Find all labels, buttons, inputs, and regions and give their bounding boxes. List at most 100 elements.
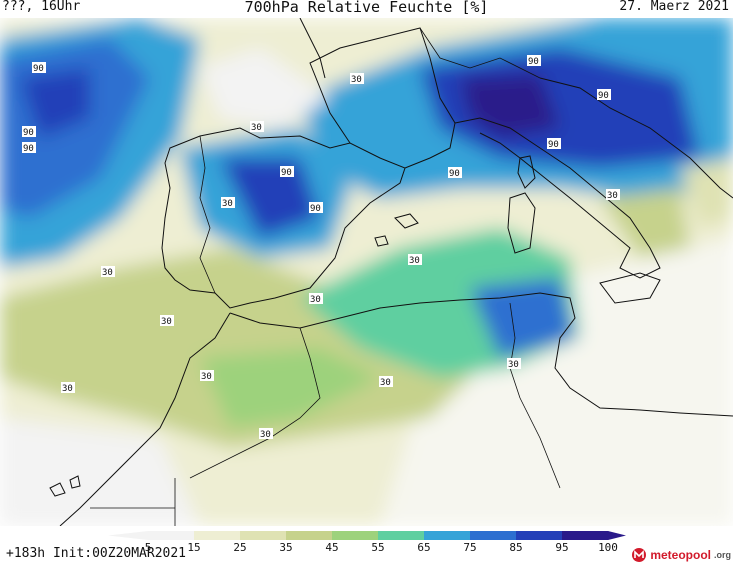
svg-text:30: 30	[380, 378, 391, 388]
contour-label: 30	[160, 315, 174, 327]
humidity-map: 90 90 90 30 30 90 90 90 90 90 90 30 30 3…	[0, 18, 733, 526]
logo-tld: .org	[714, 550, 731, 560]
svg-text:90: 90	[23, 144, 34, 154]
humidity-field	[0, 18, 733, 526]
contour-label: 90	[22, 126, 36, 138]
contour-label: 90	[280, 166, 294, 178]
coast-balearics	[374, 213, 419, 247]
svg-text:30: 30	[102, 268, 113, 278]
svg-text:90: 90	[598, 91, 609, 101]
contour-label: 30	[101, 266, 115, 278]
legend-color-box	[516, 531, 563, 540]
svg-text:30: 30	[260, 430, 271, 440]
coast-morocco	[59, 312, 231, 526]
border-europe	[419, 27, 541, 79]
svg-text:90: 90	[548, 140, 559, 150]
contour-label: 30	[507, 358, 521, 370]
border-algeria-libya	[519, 397, 561, 489]
contour-label: 90	[22, 142, 36, 154]
svg-text:30: 30	[409, 256, 420, 266]
coast-canaries	[49, 475, 81, 497]
legend-color-box	[194, 531, 241, 540]
legend-color-box	[286, 531, 333, 540]
contour-labels: 90 90 90 30 30 90 90 90 90 90 90 30 30 3…	[22, 55, 620, 440]
contour-label: 90	[309, 202, 323, 214]
legend-arrow-low	[108, 531, 148, 540]
svg-text:90: 90	[33, 64, 44, 74]
svg-text:30: 30	[508, 360, 519, 370]
contour-label: 30	[250, 121, 264, 133]
color-legend: 5 15 25 35 45 55 65 75 85 95 100	[108, 531, 626, 554]
legend-tick-label: 55	[371, 541, 384, 554]
contour-label: 90	[448, 167, 462, 179]
run-info: +183h Init:00Z20MAR2021	[6, 546, 187, 561]
legend-color-box	[378, 531, 425, 540]
legend-color-box	[470, 531, 517, 540]
legend-tick-label: 95	[555, 541, 568, 554]
valid-date-label: 27. Maerz 2021	[619, 0, 729, 14]
coast-adriatic	[539, 77, 733, 199]
contour-label: 30	[606, 189, 620, 201]
legend-tick-label: 85	[509, 541, 522, 554]
contour-label: 30	[200, 370, 214, 382]
coast-north-africa	[229, 292, 733, 417]
contour-label: 90	[597, 89, 611, 101]
svg-text:30: 30	[201, 372, 212, 382]
svg-text:90: 90	[310, 204, 321, 214]
svg-text:30: 30	[310, 295, 321, 305]
legend-color-box	[148, 531, 195, 540]
coast-iberia	[161, 127, 406, 309]
legend-tick-label: 15	[187, 541, 200, 554]
contour-label: 30	[221, 197, 235, 209]
field-green-belt-2	[200, 348, 380, 428]
legend-tick-label: 65	[417, 541, 430, 554]
svg-text:30: 30	[62, 384, 73, 394]
svg-text:30: 30	[251, 123, 262, 133]
border-spain-portugal	[199, 135, 216, 294]
legend-tick-label: 5	[145, 541, 152, 554]
field-dry-southwest	[0, 418, 200, 526]
contour-label: 30	[379, 376, 393, 388]
field-europe-darkest	[460, 73, 560, 138]
svg-text:90: 90	[449, 169, 460, 179]
field-balkans-dry	[680, 158, 733, 228]
field-atlantic-dark	[20, 68, 90, 138]
contour-label: 30	[61, 382, 75, 394]
coast-uk	[299, 18, 326, 79]
legend-tick-labels: 5 15 25 35 45 55 65 75 85 95 100	[145, 541, 618, 554]
border-algeria-tunisia	[509, 302, 521, 399]
legend-color-boxes	[108, 531, 626, 540]
contour-label: 30	[259, 428, 273, 440]
legend-tick-label: 100	[598, 541, 618, 554]
legend-arrow-high	[608, 531, 626, 540]
logo-mark-icon	[632, 548, 647, 562]
legend-color-box	[240, 531, 287, 540]
border-morocco-algeria	[189, 327, 321, 479]
meteopool-logo[interactable]: meteopool .org	[631, 544, 731, 566]
svg-text:30: 30	[222, 199, 233, 209]
legend-tick-label: 35	[279, 541, 292, 554]
contour-label: 30	[350, 73, 364, 85]
svg-text:30: 30	[351, 75, 362, 85]
border-western-sahara	[90, 478, 176, 526]
legend-tick-label: 45	[325, 541, 338, 554]
field-italy-south	[600, 188, 690, 258]
svg-text:90: 90	[281, 168, 292, 178]
coast-sicily	[599, 272, 661, 304]
logo-text: meteopool	[650, 548, 711, 562]
valid-time-label: ???, 16Uhr	[2, 0, 81, 14]
contour-label: 90	[547, 138, 561, 150]
field-spain-core	[220, 158, 320, 238]
svg-text:30: 30	[607, 191, 618, 201]
legend-color-box	[562, 531, 609, 540]
field-dry-southeast	[380, 238, 733, 526]
contour-label: 90	[32, 62, 46, 74]
map-title: 700hPa Relative Feuchte [%]	[244, 0, 489, 16]
contour-label: 90	[527, 55, 541, 67]
svg-text:90: 90	[23, 128, 34, 138]
svg-text:90: 90	[528, 57, 539, 67]
legend-color-box	[332, 531, 379, 540]
coast-sardinia	[507, 192, 536, 254]
coast-corsica	[517, 155, 536, 189]
borders	[90, 27, 561, 526]
